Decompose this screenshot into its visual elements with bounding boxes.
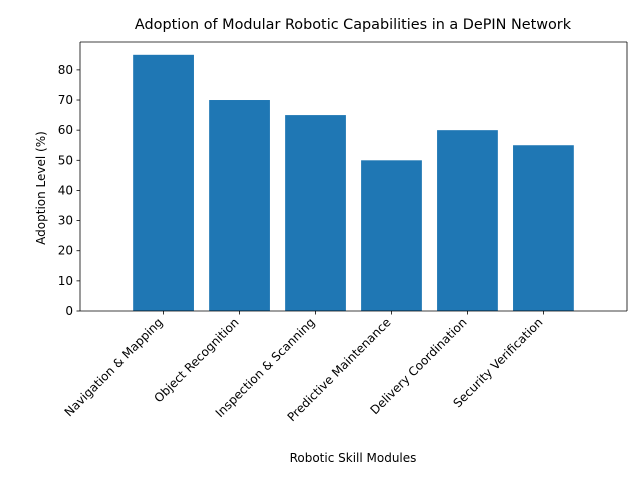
bar xyxy=(209,100,270,312)
bars-layer xyxy=(133,54,574,312)
chart-title: Adoption of Modular Robotic Capabilities… xyxy=(135,17,572,33)
bar xyxy=(437,130,498,311)
y-tick-label: 80 xyxy=(58,63,73,77)
bar xyxy=(361,160,422,311)
y-tick-label: 30 xyxy=(58,214,73,228)
y-tick-label: 20 xyxy=(58,244,73,258)
y-tick-label: 10 xyxy=(58,274,73,288)
x-tick-label: Object Recognition xyxy=(151,315,241,405)
x-axis-label: Robotic Skill Modules xyxy=(290,451,417,465)
bar xyxy=(133,54,194,312)
bar xyxy=(285,115,346,311)
x-tick-label: Navigation & Mapping xyxy=(62,315,166,419)
y-tick-label: 70 xyxy=(58,93,73,107)
y-axis-label: Adoption Level (%) xyxy=(34,131,48,245)
y-tick-label: 0 xyxy=(65,304,73,318)
bar xyxy=(513,145,574,311)
y-tick-label: 60 xyxy=(58,123,73,137)
y-tick-label: 50 xyxy=(58,153,73,167)
y-tick-label: 40 xyxy=(58,183,73,197)
